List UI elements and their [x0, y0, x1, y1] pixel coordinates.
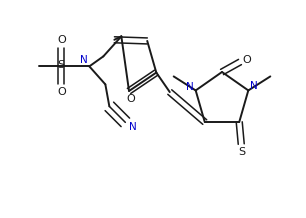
- Text: O: O: [57, 87, 66, 97]
- Text: O: O: [57, 35, 66, 45]
- Text: O: O: [127, 94, 135, 104]
- Text: N: N: [129, 122, 137, 132]
- Text: N: N: [80, 55, 88, 65]
- Text: O: O: [243, 55, 251, 65]
- Text: S: S: [57, 60, 64, 70]
- Text: S: S: [239, 147, 246, 157]
- Text: N: N: [186, 82, 194, 92]
- Text: N: N: [250, 82, 258, 91]
